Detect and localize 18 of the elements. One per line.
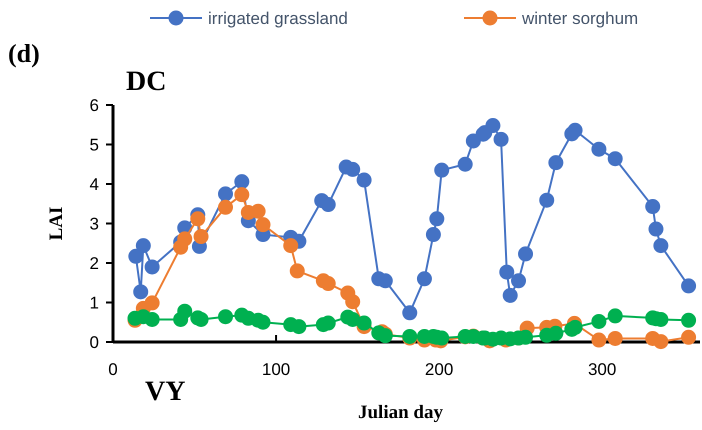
legend-label: winter sorghum <box>521 8 638 28</box>
y-tick-label: 1 <box>90 293 99 312</box>
x-tick-label: 300 <box>588 360 616 379</box>
y-tick-label: 6 <box>90 96 99 115</box>
x-tick-label: 100 <box>262 360 290 379</box>
x-tick-label: 200 <box>424 360 454 379</box>
y-tick-label: 4 <box>90 174 99 194</box>
y-tick-label: 2 <box>90 254 99 273</box>
y-axis-title: LAI <box>46 206 67 240</box>
text: VY <box>145 376 186 407</box>
text: DC <box>126 66 166 97</box>
y-tick-label: 0 <box>90 332 99 352</box>
y-tick-label: 3 <box>90 214 99 234</box>
x-tick-label: 0 <box>108 360 118 379</box>
text: (d) <box>8 39 40 68</box>
y-tick-label: 5 <box>90 135 99 154</box>
x-axis-title: Julian day <box>358 402 444 423</box>
legend-label: irrigated grassland <box>208 8 348 28</box>
